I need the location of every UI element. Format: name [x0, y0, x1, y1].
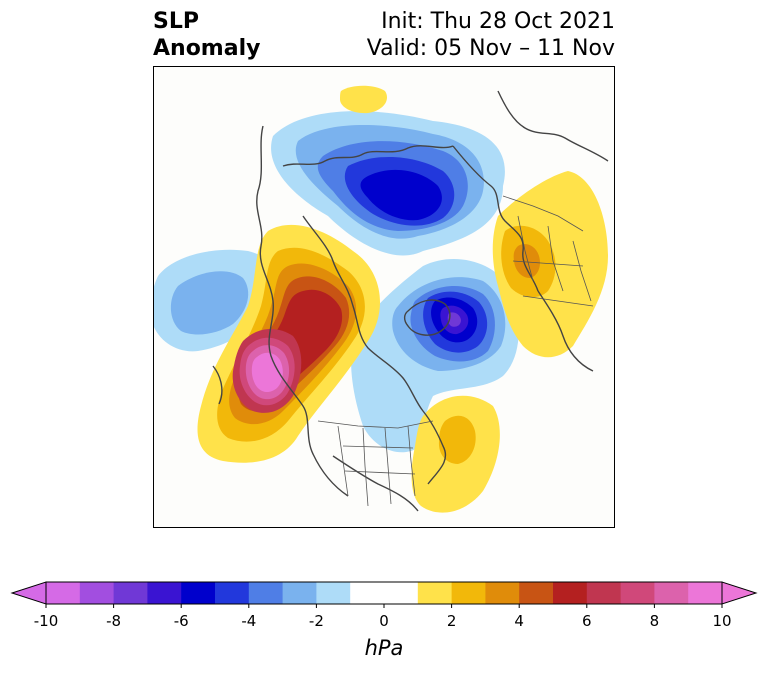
title-variable: SLP [153, 9, 199, 34]
colorbar-swatch [350, 582, 385, 604]
colorbar-swatch [688, 582, 723, 604]
colorbar-swatch [586, 582, 622, 604]
colorbar-swatch [282, 582, 317, 604]
map-frame [153, 66, 615, 528]
colorbar-min-extend [10, 581, 47, 605]
colorbar-swatch [248, 582, 284, 604]
political-borders [317, 195, 594, 507]
colorbar-swatch [181, 582, 216, 604]
colorbar-tick-label: 4 [514, 612, 524, 630]
colorbar-tick-label: -10 [33, 612, 59, 630]
colorbar-tick-label: -8 [106, 612, 122, 630]
colorbar-swatch [553, 582, 588, 604]
colorbar-tick-label: -6 [173, 612, 189, 630]
colorbar-unit: hPa [364, 636, 404, 660]
colorbar-tick-label: 0 [379, 612, 389, 630]
colorbar-swatch [620, 582, 655, 604]
high-anomaly-arctic-small [340, 85, 388, 114]
colorbar-tick-label: 6 [582, 612, 592, 630]
colorbar-swatch [485, 582, 520, 604]
colorbar-swatch [316, 582, 351, 604]
high-anomaly-atlantic [411, 395, 500, 513]
colorbar [10, 581, 758, 608]
low-anomaly-greenland [351, 258, 519, 453]
colorbar-tick-label: 8 [649, 612, 660, 630]
colorbar-tick-label: 2 [446, 612, 457, 630]
title-anomaly: Anomaly [153, 36, 261, 61]
colorbar-swatch [451, 582, 486, 604]
colorbar-swatch [46, 582, 81, 604]
colorbar-tick-label: -4 [241, 612, 257, 630]
colorbar-swatch [417, 582, 453, 604]
map-title-right: Init: Thu 28 Oct 2021 Valid: 05 Nov – 11… [367, 8, 615, 62]
init-date: Init: Thu 28 Oct 2021 [381, 9, 615, 34]
colorbar-max-extend [721, 581, 758, 605]
colorbar-swatch [384, 582, 419, 604]
slp-anomaly-map [153, 66, 615, 528]
coastlines [212, 90, 609, 512]
colorbar-swatch [113, 582, 148, 604]
high-anomaly-ne-pacific [197, 224, 380, 463]
colorbar-swatch [215, 582, 250, 604]
valid-range: Valid: 05 Nov – 11 Nov [366, 36, 615, 61]
high-anomaly-europe [492, 171, 608, 358]
colorbar-tick-label: -2 [308, 612, 324, 630]
colorbar-swatch [654, 582, 689, 604]
map-title-left: SLP Anomaly [153, 8, 260, 62]
colorbar-swatch [147, 582, 182, 604]
colorbar-swatch [519, 582, 554, 604]
colorbar-tick-label: 10 [712, 612, 732, 630]
colorbar-swatch [79, 582, 115, 604]
